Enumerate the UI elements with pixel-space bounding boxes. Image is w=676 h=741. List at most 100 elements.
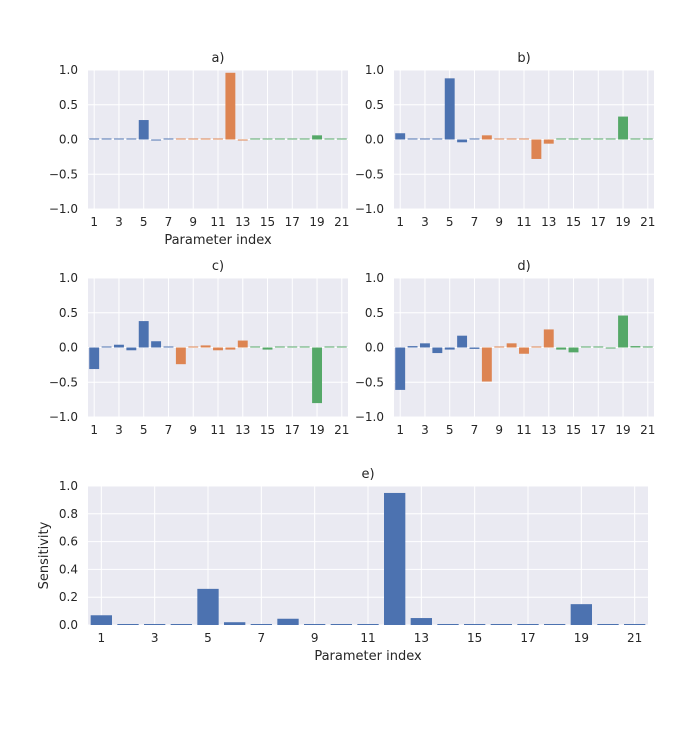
bar-param-19 — [312, 347, 322, 404]
panel-d: −1.0−0.50.00.51.01 3 5 7 9 11 13 15 17 19 21d) — [355, 259, 656, 437]
panel-title: c) — [212, 259, 224, 274]
x-tick-label: 17 — [591, 215, 606, 229]
x-tick-label: 11 — [210, 215, 225, 229]
y-tick-label: −0.5 — [355, 375, 384, 389]
bar-param-11 — [519, 347, 529, 354]
bar-param-11 — [213, 347, 223, 351]
bar-param-12 — [225, 72, 236, 140]
bar-param-21 — [336, 346, 347, 348]
bar-param-4 — [432, 347, 443, 354]
x-tick-label: 1 — [90, 423, 98, 437]
x-tick-label: 19 — [309, 423, 324, 437]
y-tick-label: 0.6 — [59, 535, 78, 549]
bar-param-11 — [519, 138, 529, 140]
x-tick-label: 7 — [165, 423, 173, 437]
bar-param-2 — [101, 138, 112, 140]
bar-param-9 — [494, 138, 505, 140]
panel-b: −1.0−0.50.00.51.01 3 5 7 9 11 13 15 17 19 21b) — [355, 51, 656, 229]
x-tick-label: 9 — [495, 423, 503, 437]
bar-param-11 — [357, 624, 379, 625]
x-tick-label: 11 — [360, 631, 375, 645]
x-tick-label: 13 — [235, 423, 250, 437]
bar-param-16 — [274, 138, 285, 140]
bar-param-18 — [605, 347, 616, 349]
bar-param-7 — [469, 347, 480, 349]
x-tick-label: 9 — [495, 215, 503, 229]
x-tick-label: 9 — [189, 423, 197, 437]
x-tick-label: 5 — [140, 215, 148, 229]
x-tick-label: 15 — [566, 423, 581, 437]
x-tick-label: 21 — [334, 423, 349, 437]
bar-param-21 — [336, 138, 347, 140]
y-tick-label: 0.8 — [59, 507, 78, 521]
x-tick-label: 15 — [260, 215, 275, 229]
panel-e: 0.00.20.40.60.81.01 3 5 7 9 11 13 15 17 19 21e)Par… — [37, 467, 648, 664]
x-tick-label: 9 — [189, 215, 197, 229]
x-tick-label: 13 — [414, 631, 429, 645]
x-tick-label: 7 — [471, 423, 479, 437]
bar-param-17 — [517, 624, 539, 625]
y-tick-label: 0.0 — [365, 133, 384, 147]
y-axis-label: Sensitivity — [37, 521, 52, 589]
bar-param-15 — [262, 347, 273, 350]
bar-param-18 — [299, 138, 310, 140]
bar-param-8 — [481, 135, 492, 140]
x-tick-label: 11 — [516, 215, 531, 229]
x-tick-label: 15 — [260, 423, 275, 437]
y-tick-label: 1.0 — [365, 271, 384, 285]
bar-param-2 — [101, 346, 112, 348]
bar-param-19 — [570, 604, 592, 625]
bar-param-3 — [420, 138, 430, 140]
y-tick-label: −1.0 — [49, 202, 78, 216]
bar-param-9 — [304, 624, 326, 625]
bar-param-20 — [630, 138, 641, 140]
bar-param-16 — [490, 624, 512, 625]
bar-param-10 — [506, 343, 517, 348]
bar-param-2 — [117, 624, 139, 625]
x-axis-label: Parameter index — [314, 649, 422, 664]
x-tick-label: 1 — [98, 631, 106, 645]
bar-param-5 — [138, 321, 149, 348]
bar-param-19 — [618, 315, 628, 348]
y-tick-label: 1.0 — [365, 63, 384, 77]
bar-param-7 — [250, 624, 272, 625]
panel-title: b) — [517, 51, 530, 66]
bar-param-13 — [543, 329, 554, 348]
x-tick-label: 9 — [311, 631, 319, 645]
bar-param-19 — [312, 135, 322, 140]
bar-param-8 — [175, 347, 186, 365]
bar-param-1 — [395, 347, 406, 390]
y-tick-label: 1.0 — [59, 479, 78, 493]
x-axis-label: Parameter index — [164, 233, 272, 248]
y-tick-label: 1.0 — [59, 271, 78, 285]
bar-param-13 — [237, 340, 248, 348]
bar-param-18 — [544, 624, 566, 625]
bar-param-6 — [457, 139, 468, 143]
bar-param-1 — [90, 615, 112, 625]
x-tick-label: 3 — [115, 215, 123, 229]
bar-param-10 — [200, 138, 211, 140]
bar-param-18 — [605, 138, 616, 140]
x-tick-label: 21 — [627, 631, 642, 645]
bar-param-6 — [457, 335, 468, 348]
x-tick-label: 3 — [421, 423, 429, 437]
x-tick-label: 1 — [396, 423, 404, 437]
x-tick-label: 19 — [309, 215, 324, 229]
bar-param-12 — [531, 346, 542, 348]
bar-param-5 — [444, 78, 455, 140]
panel-c: −1.0−0.50.00.51.01 3 5 7 9 11 13 15 17 19 21c) — [49, 259, 350, 437]
y-tick-label: 0.5 — [59, 98, 78, 112]
y-tick-label: 0.4 — [59, 562, 78, 576]
panel-a: −1.0−0.50.00.51.01 3 5 7 9 11 13 15 17 19 21a)Para… — [49, 51, 350, 248]
bar-param-4 — [126, 347, 137, 351]
bar-param-16 — [274, 346, 285, 348]
x-tick-label: 7 — [471, 215, 479, 229]
x-tick-label: 1 — [396, 215, 404, 229]
x-tick-label: 13 — [541, 215, 556, 229]
bar-param-10 — [330, 624, 352, 625]
y-tick-label: 0.0 — [59, 341, 78, 355]
panel-title: a) — [211, 51, 224, 66]
x-tick-label: 17 — [285, 423, 300, 437]
y-tick-label: 0.0 — [59, 133, 78, 147]
x-tick-label: 21 — [640, 215, 655, 229]
